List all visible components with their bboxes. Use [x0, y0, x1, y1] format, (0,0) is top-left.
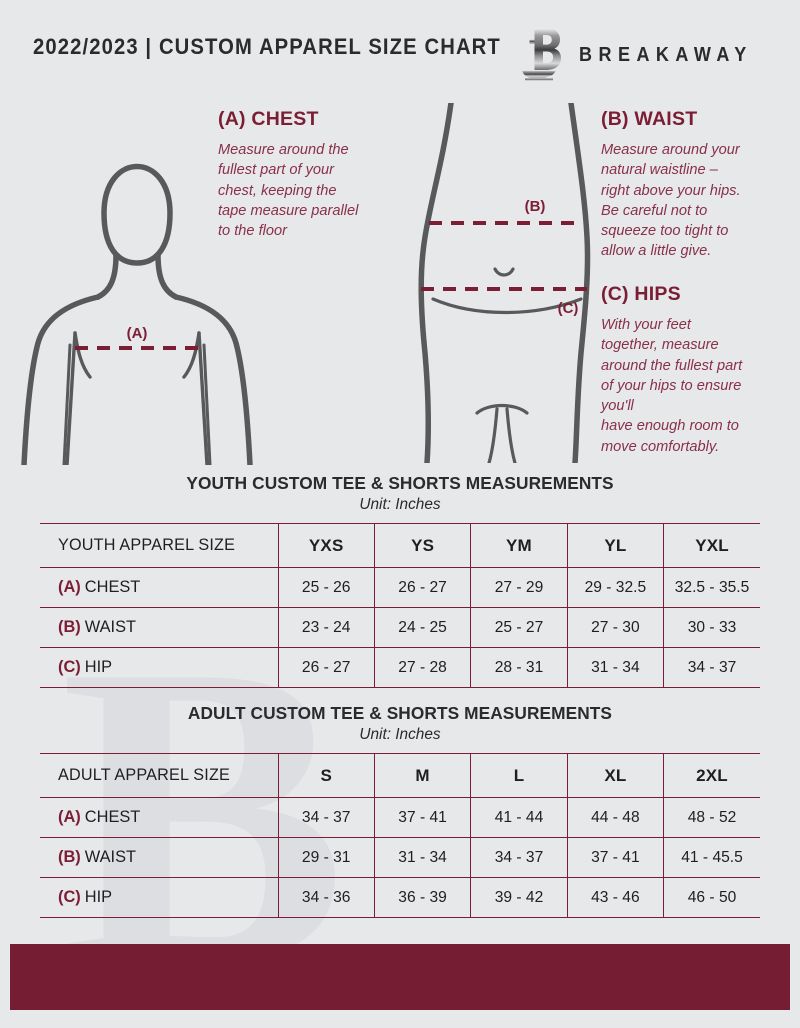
- adult-size-col-0: S: [277, 753, 375, 799]
- adult-size-header: ADULT APPAREL SIZE: [40, 753, 278, 799]
- measurement-block-chest: (A) CHEST Measure around the fullest par…: [218, 108, 394, 241]
- youth-row-label-chest: (A) CHEST: [40, 567, 278, 609]
- youth-row-label-waist: (B) WAIST: [40, 607, 278, 649]
- adult-row-label-hip: (C) HIP: [40, 877, 278, 919]
- youth-size-col-3: YL: [566, 523, 664, 569]
- table-header-row: YOUTH APPAREL SIZE YXS YS YM YL YXL: [40, 523, 760, 569]
- youth-waist-ys: 24 - 25: [373, 607, 471, 649]
- adult-waist-2xl: 41 - 45.5: [663, 837, 760, 879]
- row-label: WAIST: [84, 618, 137, 637]
- row-label: CHEST: [84, 578, 141, 597]
- youth-table-unit: Unit: Inches: [359, 496, 441, 514]
- table-header-row: ADULT APPAREL SIZE S M L XL 2XL: [40, 753, 760, 799]
- adult-size-col-2: L: [470, 753, 568, 799]
- youth-row-label-hip: (C) HIP: [40, 647, 278, 689]
- row-tag: (B): [58, 618, 81, 637]
- adult-chest-m: 37 - 41: [373, 797, 471, 839]
- adult-size-table: ADULT APPAREL SIZE S M L XL 2XL (A) CHEST…: [40, 753, 760, 919]
- measurement-body-waist: Measure around your natural waistline – …: [601, 142, 741, 260]
- hip-measure-label: (C): [558, 300, 579, 317]
- adult-table-title: ADULT CUSTOM TEE & SHORTS MEASUREMENTS: [187, 703, 613, 723]
- measurement-heading-waist: (B) WAIST: [601, 108, 698, 130]
- table-row: (C) HIP 34 - 36 36 - 39 39 - 42 43 - 46 4…: [40, 877, 760, 919]
- breakaway-b-monogram-icon: [522, 28, 562, 81]
- row-label: WAIST: [84, 848, 137, 867]
- measurement-body-hips: With your feet together, measure around …: [601, 317, 743, 455]
- waist-measure-label: (B): [525, 198, 546, 215]
- adult-chest-xl: 44 - 48: [566, 797, 664, 839]
- row-tag: (A): [58, 808, 81, 827]
- adult-size-col-4: 2XL: [663, 753, 760, 799]
- youth-table-title: YOUTH CUSTOM TEE & SHORTS MEASUREMENTS: [186, 473, 614, 493]
- row-tag: (A): [58, 578, 81, 597]
- youth-section: YOUTH CUSTOM TEE & SHORTS MEASUREMENTS U…: [40, 473, 760, 689]
- youth-hip-ys: 27 - 28: [373, 647, 471, 689]
- youth-chest-ym: 27 - 29: [470, 567, 568, 609]
- youth-hip-yl: 31 - 34: [566, 647, 664, 689]
- brand-name: BREAKAWAY: [579, 43, 753, 66]
- page-header: 2022/2023 | CUSTOM APPAREL SIZE CHART: [0, 28, 800, 81]
- youth-waist-yxs: 23 - 24: [277, 607, 375, 649]
- youth-waist-yxl: 30 - 33: [663, 607, 760, 649]
- adult-chest-2xl: 48 - 52: [663, 797, 760, 839]
- row-tag: (C): [58, 888, 81, 907]
- brand-lockup: BREAKAWAY: [520, 26, 772, 84]
- adult-waist-s: 29 - 31: [277, 837, 375, 879]
- youth-size-header: YOUTH APPAREL SIZE: [40, 523, 278, 569]
- youth-chest-ys: 26 - 27: [373, 567, 471, 609]
- youth-chest-yl: 29 - 32.5: [566, 567, 664, 609]
- adult-table-unit: Unit: Inches: [359, 726, 441, 744]
- adult-waist-m: 31 - 34: [373, 837, 471, 879]
- youth-hip-yxs: 26 - 27: [277, 647, 375, 689]
- measurement-body-chest: Measure around the fullest part of your …: [218, 142, 359, 240]
- adult-hip-m: 36 - 39: [373, 877, 471, 919]
- table-row: (A) CHEST 25 - 26 26 - 27 27 - 29 29 - 32…: [40, 567, 760, 609]
- table-row: (A) CHEST 34 - 37 37 - 41 41 - 44 44 - 48…: [40, 797, 760, 839]
- table-row: (C) HIP 26 - 27 27 - 28 28 - 31 31 - 34 3…: [40, 647, 760, 689]
- row-label: HIP: [84, 658, 113, 677]
- torso-figure: (A): [21, 163, 253, 465]
- youth-size-col-2: YM: [470, 523, 568, 569]
- measurement-heading-hips: (C) HIPS: [601, 283, 681, 305]
- youth-size-col-4: YXL: [663, 523, 760, 569]
- table-row: (B) WAIST 23 - 24 24 - 25 25 - 27 27 - 30…: [40, 607, 760, 649]
- row-label: HIP: [84, 888, 113, 907]
- row-tag: (C): [58, 658, 81, 677]
- adult-row-label-waist: (B) WAIST: [40, 837, 278, 879]
- adult-hip-2xl: 46 - 50: [663, 877, 760, 919]
- row-tag: (B): [58, 848, 81, 867]
- adult-waist-xl: 37 - 41: [566, 837, 664, 879]
- youth-waist-yl: 27 - 30: [566, 607, 664, 649]
- adult-waist-l: 34 - 37: [470, 837, 568, 879]
- footer-accent-bar: [10, 944, 790, 1010]
- adult-row-label-chest: (A) CHEST: [40, 797, 278, 839]
- lower-body-figure: (B) (C): [418, 103, 591, 463]
- youth-hip-ym: 28 - 31: [470, 647, 568, 689]
- body-diagrams: (A) (B): [0, 95, 800, 465]
- youth-size-col-0: YXS: [277, 523, 375, 569]
- adult-hip-s: 34 - 36: [277, 877, 375, 919]
- row-label: CHEST: [84, 808, 141, 827]
- adult-section: ADULT CUSTOM TEE & SHORTS MEASUREMENTS U…: [40, 703, 760, 919]
- youth-waist-ym: 25 - 27: [470, 607, 568, 649]
- youth-hip-yxl: 34 - 37: [663, 647, 760, 689]
- measurement-heading-chest: (A) CHEST: [218, 108, 319, 130]
- adult-hip-xl: 43 - 46: [566, 877, 664, 919]
- adult-chest-s: 34 - 37: [277, 797, 375, 839]
- adult-chest-l: 41 - 44: [470, 797, 568, 839]
- youth-chest-yxs: 25 - 26: [277, 567, 375, 609]
- measurement-block-hips: (C) HIPS With your feet together, measur…: [601, 283, 777, 457]
- page-title: 2022/2023 | CUSTOM APPAREL SIZE CHART: [33, 34, 501, 59]
- youth-size-table: YOUTH APPAREL SIZE YXS YS YM YL YXL (A) C…: [40, 523, 760, 689]
- adult-size-col-1: M: [373, 753, 471, 799]
- youth-size-col-1: YS: [373, 523, 471, 569]
- adult-size-col-3: XL: [566, 753, 664, 799]
- chest-measure-label: (A): [127, 325, 148, 342]
- youth-chest-yxl: 32.5 - 35.5: [663, 567, 760, 609]
- adult-hip-l: 39 - 42: [470, 877, 568, 919]
- measurement-block-waist: (B) WAIST Measure around your natural wa…: [601, 108, 783, 262]
- table-row: (B) WAIST 29 - 31 31 - 34 34 - 37 37 - 41…: [40, 837, 760, 879]
